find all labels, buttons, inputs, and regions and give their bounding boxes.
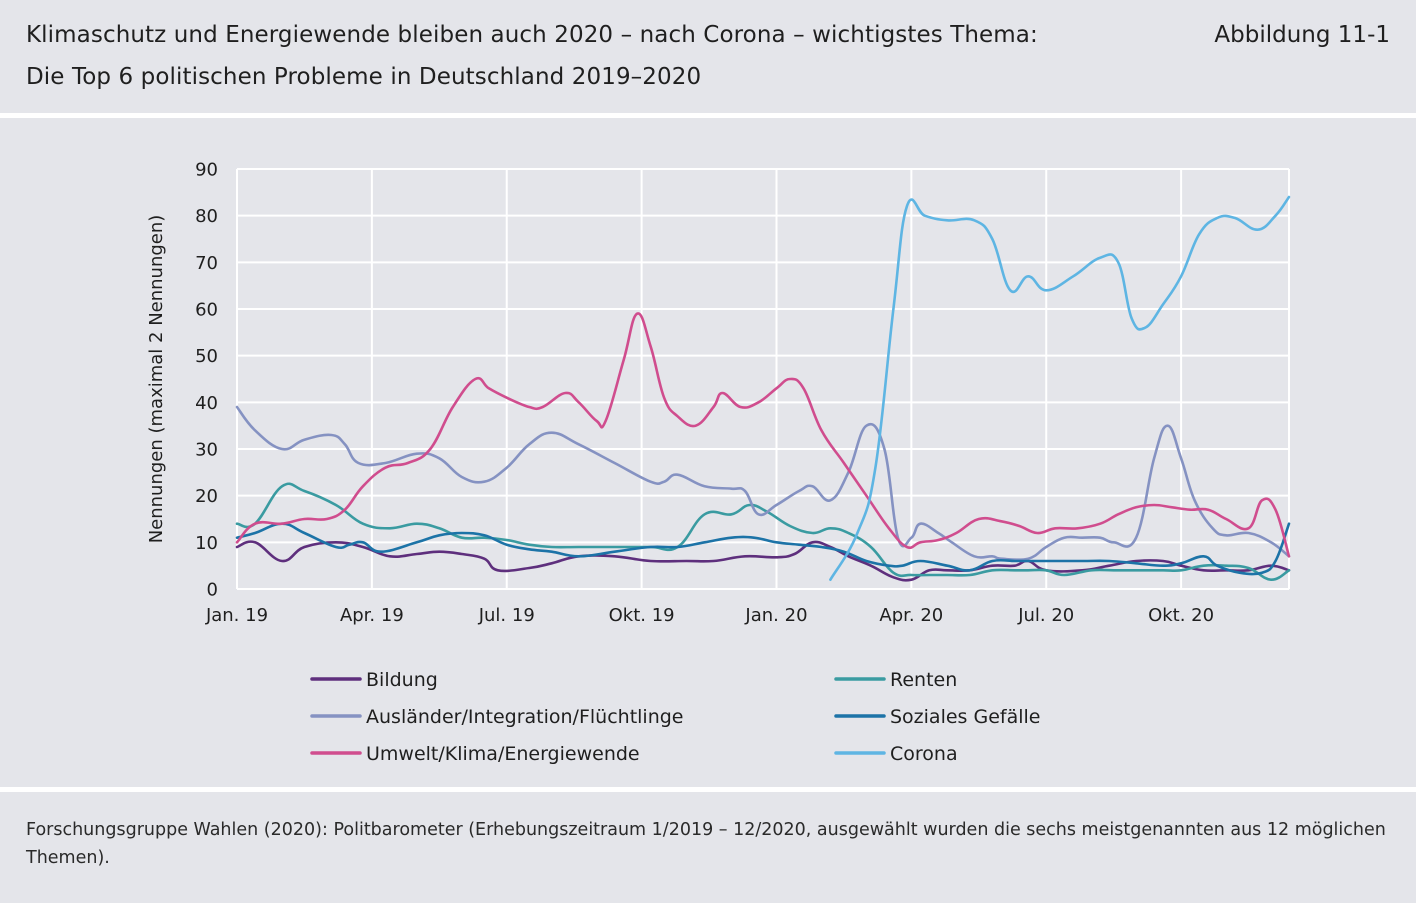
y-tick-label: 70 bbox=[195, 253, 218, 274]
legend-label: Umwelt/Klima/Energiewende bbox=[366, 743, 640, 765]
header-divider bbox=[0, 113, 1416, 118]
legend-label: Corona bbox=[890, 743, 958, 765]
grid bbox=[236, 168, 1290, 590]
axes: 0 10 20 30 40 50 60 70 80 90 Jan. 19 Apr. 19 Jul. 19… bbox=[146, 160, 1214, 627]
legend-item-corona: Corona bbox=[834, 743, 958, 765]
legend: Bildung Renten Ausländer/Integration/Flüch… bbox=[310, 669, 1040, 765]
x-tick-label: Jul. 20 bbox=[1017, 605, 1074, 626]
figure-label: Abbildung 11-1 bbox=[1214, 22, 1390, 48]
legend-item-bildung: Bildung bbox=[310, 669, 438, 691]
x-tick-label: Okt. 20 bbox=[1148, 605, 1214, 626]
chart-title: Klimaschutz und Energiewende bleiben auc… bbox=[26, 22, 1038, 48]
y-tick-label: 80 bbox=[195, 206, 218, 227]
series-line-renten bbox=[235, 482, 1291, 581]
y-tick-label: 0 bbox=[207, 580, 218, 601]
y-tick-label: 20 bbox=[195, 486, 218, 507]
series-line-corona bbox=[829, 195, 1291, 581]
y-tick-label: 30 bbox=[195, 440, 218, 461]
legend-label: Bildung bbox=[366, 669, 438, 691]
x-tick-label: Jul. 19 bbox=[478, 605, 535, 626]
footer-divider bbox=[0, 787, 1416, 792]
legend-item-ausl-nder-integration-fl-chtlinge: Ausländer/Integration/Flüchtlinge bbox=[310, 706, 684, 728]
x-tick-label: Jan. 19 bbox=[205, 605, 268, 626]
plot-area bbox=[237, 169, 1289, 589]
legend-item-umwelt-klima-energiewende: Umwelt/Klima/Energiewende bbox=[310, 743, 640, 765]
header: Klimaschutz und Energiewende bleiben auc… bbox=[0, 0, 1416, 113]
x-tick-label: Jan. 20 bbox=[744, 605, 807, 626]
y-axis-title: Nennungen (maximal 2 Nennungen) bbox=[146, 215, 167, 544]
series-line-soziales-gef-lle bbox=[235, 522, 1291, 576]
y-tick-label: 60 bbox=[195, 300, 218, 321]
series-lines bbox=[235, 195, 1291, 582]
y-tick-label: 50 bbox=[195, 346, 218, 367]
series-line-umwelt-klima-energiewende bbox=[235, 312, 1291, 558]
source-note: Forschungsgruppe Wahlen (2020): Politbar… bbox=[26, 820, 1386, 868]
legend-item-soziales-gef-lle: Soziales Gefälle bbox=[834, 706, 1040, 728]
y-tick-label: 40 bbox=[195, 393, 218, 414]
y-tick-label: 10 bbox=[195, 533, 218, 554]
line-chart: 0 10 20 30 40 50 60 70 80 90 Jan. 19 Apr. 19 Jul. 19… bbox=[146, 160, 1291, 765]
legend-item-renten: Renten bbox=[834, 669, 957, 691]
chart-subtitle: Die Top 6 politischen Probleme in Deutsc… bbox=[26, 64, 702, 90]
series-line-ausl-nder-integration-fl-chtlinge bbox=[235, 405, 1291, 562]
legend-label: Renten bbox=[890, 669, 957, 691]
x-tick-label: Apr. 19 bbox=[340, 605, 404, 626]
y-tick-label: 90 bbox=[195, 160, 218, 181]
legend-label: Ausländer/Integration/Flüchtlinge bbox=[366, 706, 684, 728]
legend-label: Soziales Gefälle bbox=[890, 706, 1040, 728]
x-tick-label: Apr. 20 bbox=[879, 605, 943, 626]
x-tick-label: Okt. 19 bbox=[609, 605, 675, 626]
